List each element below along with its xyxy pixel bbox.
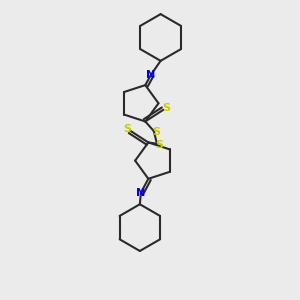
Text: N: N bbox=[136, 188, 146, 198]
Text: S: S bbox=[162, 103, 170, 113]
Text: S: S bbox=[156, 140, 164, 150]
Text: N: N bbox=[146, 70, 156, 80]
Text: S: S bbox=[123, 124, 131, 134]
Text: S: S bbox=[152, 127, 160, 137]
